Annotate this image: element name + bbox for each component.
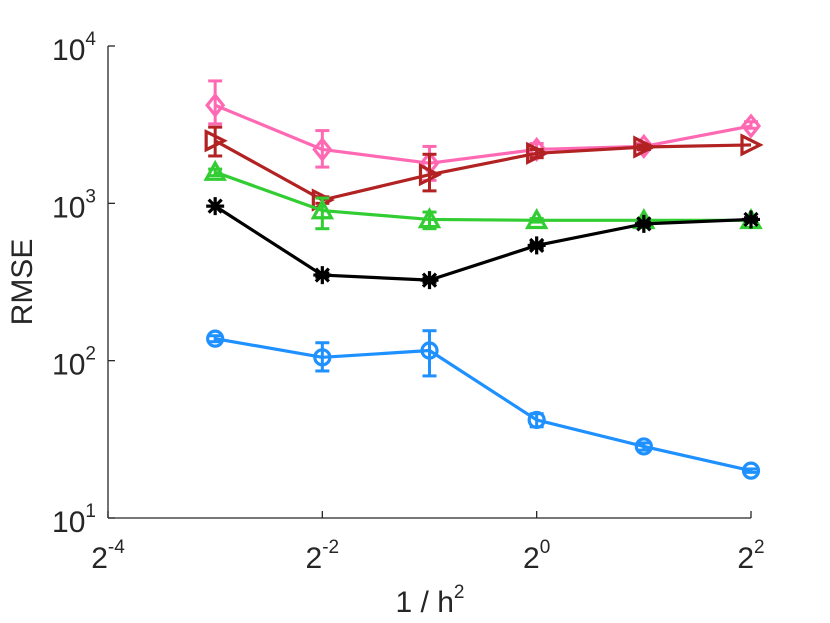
series-triangle-up: [203, 159, 763, 231]
data-point: [417, 207, 442, 229]
data-point: [418, 163, 443, 187]
error-bar: [208, 334, 223, 344]
data-point: [313, 266, 332, 285]
data-point: [420, 341, 439, 360]
series-line: [214, 139, 752, 202]
tick-labels: 2-4 2-2 20 22 101 102 103 104: [52, 29, 765, 575]
data-point: [740, 133, 764, 157]
error-bar: [744, 467, 758, 474]
data-point: [634, 437, 653, 456]
x-tick-label: 2-2: [306, 537, 340, 575]
series-circle: [206, 329, 761, 480]
x-axis-label: 1 / h2: [396, 582, 465, 619]
data-point: [310, 198, 335, 220]
series-line: [214, 337, 752, 473]
data-point: [526, 141, 550, 165]
series-line: [214, 170, 751, 222]
y-tick-label: 101: [52, 501, 96, 539]
x-tick-label: 2-4: [91, 537, 125, 575]
series-layer: [203, 79, 764, 480]
data-point: [206, 197, 225, 216]
data-point: [203, 159, 227, 181]
x-tick-label: 20: [523, 537, 550, 575]
axes: [107, 45, 752, 519]
data-point: [527, 236, 546, 255]
series-line: [214, 204, 752, 282]
data-point: [524, 208, 549, 230]
data-point: [420, 271, 439, 290]
data-point: [205, 92, 226, 118]
series-line: [214, 103, 752, 165]
error-bar: [422, 329, 437, 378]
data-point: [740, 113, 762, 139]
error-bar: [422, 152, 437, 193]
error-bar: [208, 125, 223, 158]
data-point: [527, 410, 546, 430]
data-point: [634, 214, 653, 233]
y-tick-label: 103: [52, 186, 96, 224]
series-triangle-right: [204, 125, 764, 212]
y-tick-label: 102: [52, 344, 96, 382]
data-point: [206, 329, 225, 348]
data-point: [633, 135, 657, 159]
series-asterisk: [206, 197, 760, 290]
data-point: [204, 129, 228, 153]
data-point: [741, 461, 761, 480]
data-point: [313, 348, 332, 367]
data-point: [742, 210, 760, 229]
x-tick-label: 22: [737, 537, 764, 575]
y-tick-label: 104: [52, 29, 96, 67]
y-axis-label: RMSE: [6, 239, 39, 326]
data-point: [633, 133, 654, 159]
data-point: [312, 136, 333, 163]
